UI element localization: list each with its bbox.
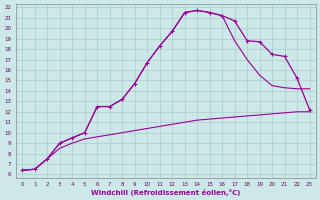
- X-axis label: Windchill (Refroidissement éolien,°C): Windchill (Refroidissement éolien,°C): [91, 189, 241, 196]
